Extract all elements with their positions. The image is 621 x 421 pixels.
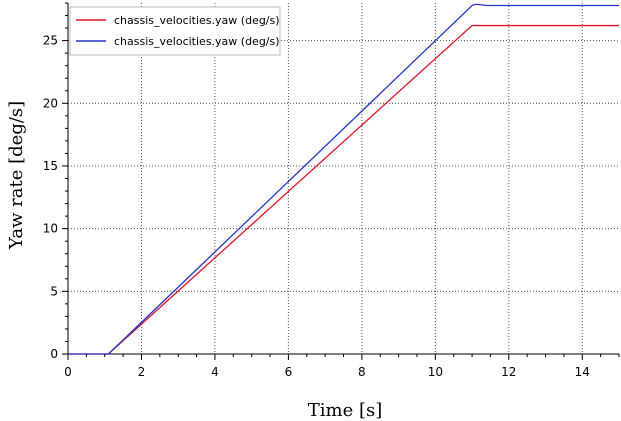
x-tick-label-3: 6 <box>285 365 293 379</box>
y-tick-label-5: 25 <box>43 34 58 48</box>
grid <box>68 3 619 354</box>
legend: chassis_velocities.yaw (deg/s) chassis_ve… <box>69 6 281 56</box>
y-tick-label-1: 5 <box>50 284 58 298</box>
legend-box <box>69 6 281 56</box>
x-axis-label: Time [s] <box>308 400 383 421</box>
series-group <box>68 3 619 355</box>
legend-label-1: chassis_velocities.yaw (deg/s) <box>114 35 280 48</box>
y-tick-label-0: 0 <box>50 347 58 361</box>
x-tick-label-6: 12 <box>501 365 516 379</box>
x-tick-label-5: 10 <box>428 365 443 379</box>
y-tick-label-2: 10 <box>43 222 58 236</box>
x-tick-label-2: 4 <box>211 365 219 379</box>
x-tick-label-1: 2 <box>138 365 146 379</box>
y-tick-label-4: 20 <box>43 96 58 110</box>
x-tick-label-7: 14 <box>575 365 590 379</box>
legend-label-0: chassis_velocities.yaw (deg/s) <box>114 14 280 27</box>
plot-frame <box>67 3 619 355</box>
y-axis-label: Yaw rate [deg/s] <box>6 101 27 250</box>
ticks: 0 2 4 6 8 10 12 14 0 5 10 15 20 25 <box>43 2 620 379</box>
y-tick-label-3: 15 <box>43 159 58 173</box>
x-tick-label-0: 0 <box>64 365 72 379</box>
series-line-1 <box>68 3 619 355</box>
series-line-0 <box>68 24 619 355</box>
x-tick-label-4: 8 <box>358 365 366 379</box>
